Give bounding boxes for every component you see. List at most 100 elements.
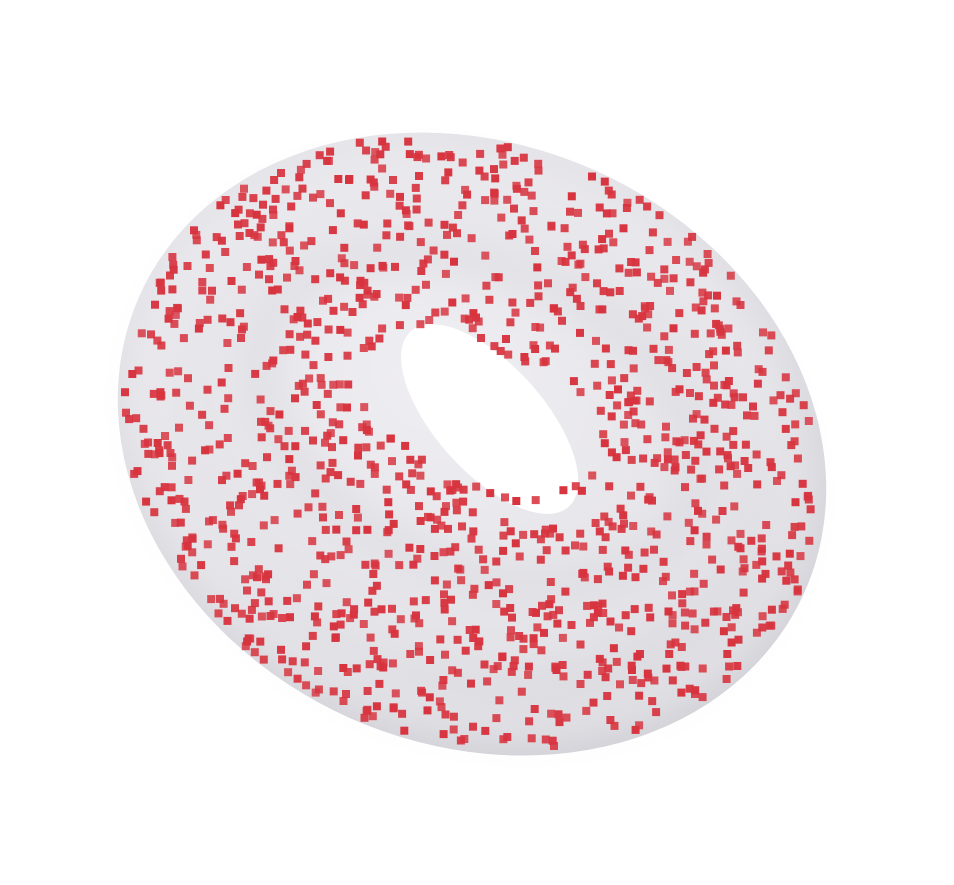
point-marker: [669, 274, 678, 283]
point-marker: [767, 621, 776, 630]
point-marker: [388, 625, 397, 634]
point-marker: [416, 471, 425, 480]
point-marker: [750, 411, 759, 420]
point-marker: [153, 439, 162, 447]
point-marker: [521, 357, 530, 366]
point-marker: [553, 619, 562, 628]
point-marker: [550, 742, 558, 750]
point-marker: [646, 613, 655, 622]
point-marker: [257, 588, 266, 597]
point-marker: [368, 712, 377, 721]
point-marker: [590, 601, 599, 610]
point-marker: [595, 305, 604, 314]
point-marker: [224, 394, 233, 403]
point-marker: [472, 482, 481, 491]
point-marker: [629, 346, 637, 355]
point-marker: [524, 670, 533, 679]
point-marker: [561, 546, 570, 555]
point-marker: [609, 644, 618, 653]
point-marker: [612, 453, 621, 462]
point-marker: [324, 294, 333, 303]
point-marker: [729, 427, 738, 436]
point-marker: [256, 223, 265, 232]
point-marker: [672, 256, 681, 264]
point-marker: [727, 623, 736, 632]
point-marker: [163, 441, 172, 450]
point-marker: [784, 561, 793, 570]
point-marker: [317, 380, 326, 389]
point-marker: [373, 243, 382, 252]
point-marker: [343, 403, 351, 412]
point-marker: [554, 710, 563, 719]
point-marker: [741, 440, 750, 449]
point-marker: [576, 680, 585, 688]
point-marker: [457, 576, 466, 585]
point-marker: [150, 508, 159, 517]
point-marker: [382, 485, 391, 494]
point-marker: [662, 422, 670, 431]
point-marker: [302, 159, 311, 168]
point-marker: [467, 679, 475, 688]
point-marker: [423, 255, 432, 264]
point-marker: [786, 394, 795, 403]
point-marker: [231, 534, 240, 543]
point-marker: [294, 381, 303, 390]
point-marker: [481, 196, 490, 205]
point-marker: [699, 268, 708, 277]
point-marker: [567, 251, 576, 260]
point-marker: [301, 426, 309, 435]
point-marker: [624, 550, 633, 559]
point-marker: [350, 261, 359, 270]
point-marker: [709, 398, 718, 407]
point-marker: [793, 454, 802, 463]
point-marker: [433, 515, 442, 524]
point-marker: [309, 436, 317, 445]
point-marker: [412, 194, 421, 203]
point-marker: [598, 599, 607, 608]
point-marker: [326, 468, 335, 477]
point-marker: [198, 410, 207, 419]
point-marker: [549, 524, 557, 533]
point-marker: [628, 676, 637, 684]
point-marker: [608, 209, 617, 218]
point-marker: [698, 693, 707, 702]
point-marker: [653, 454, 662, 463]
point-marker: [257, 433, 266, 442]
point-marker: [713, 291, 721, 300]
point-marker: [274, 544, 283, 553]
point-marker: [285, 455, 294, 464]
point-marker: [319, 513, 327, 522]
point-marker: [641, 304, 650, 313]
point-marker: [499, 589, 507, 598]
point-marker: [435, 697, 444, 706]
point-marker: [161, 432, 169, 440]
point-marker: [401, 301, 410, 310]
point-marker: [352, 505, 361, 513]
point-marker: [653, 278, 662, 287]
point-marker: [342, 537, 351, 546]
point-marker: [440, 250, 449, 259]
point-marker: [621, 611, 630, 620]
point-marker: [541, 357, 550, 366]
point-marker: [256, 395, 265, 404]
point-marker: [803, 492, 812, 501]
point-marker: [682, 369, 691, 377]
point-marker: [287, 202, 296, 211]
point-marker: [339, 436, 348, 445]
point-marker: [663, 448, 672, 457]
point-marker: [781, 424, 790, 433]
point-marker: [383, 528, 392, 537]
point-marker: [548, 736, 557, 745]
point-marker: [169, 265, 178, 274]
point-marker: [767, 605, 776, 614]
point-marker: [624, 411, 633, 419]
point-marker: [613, 401, 622, 410]
point-marker: [366, 633, 375, 642]
point-marker: [619, 224, 628, 233]
point-marker: [285, 330, 294, 339]
point-marker: [453, 635, 462, 644]
point-marker: [606, 360, 615, 369]
point-marker: [205, 421, 214, 430]
point-marker: [685, 684, 694, 693]
point-marker: [576, 529, 585, 538]
